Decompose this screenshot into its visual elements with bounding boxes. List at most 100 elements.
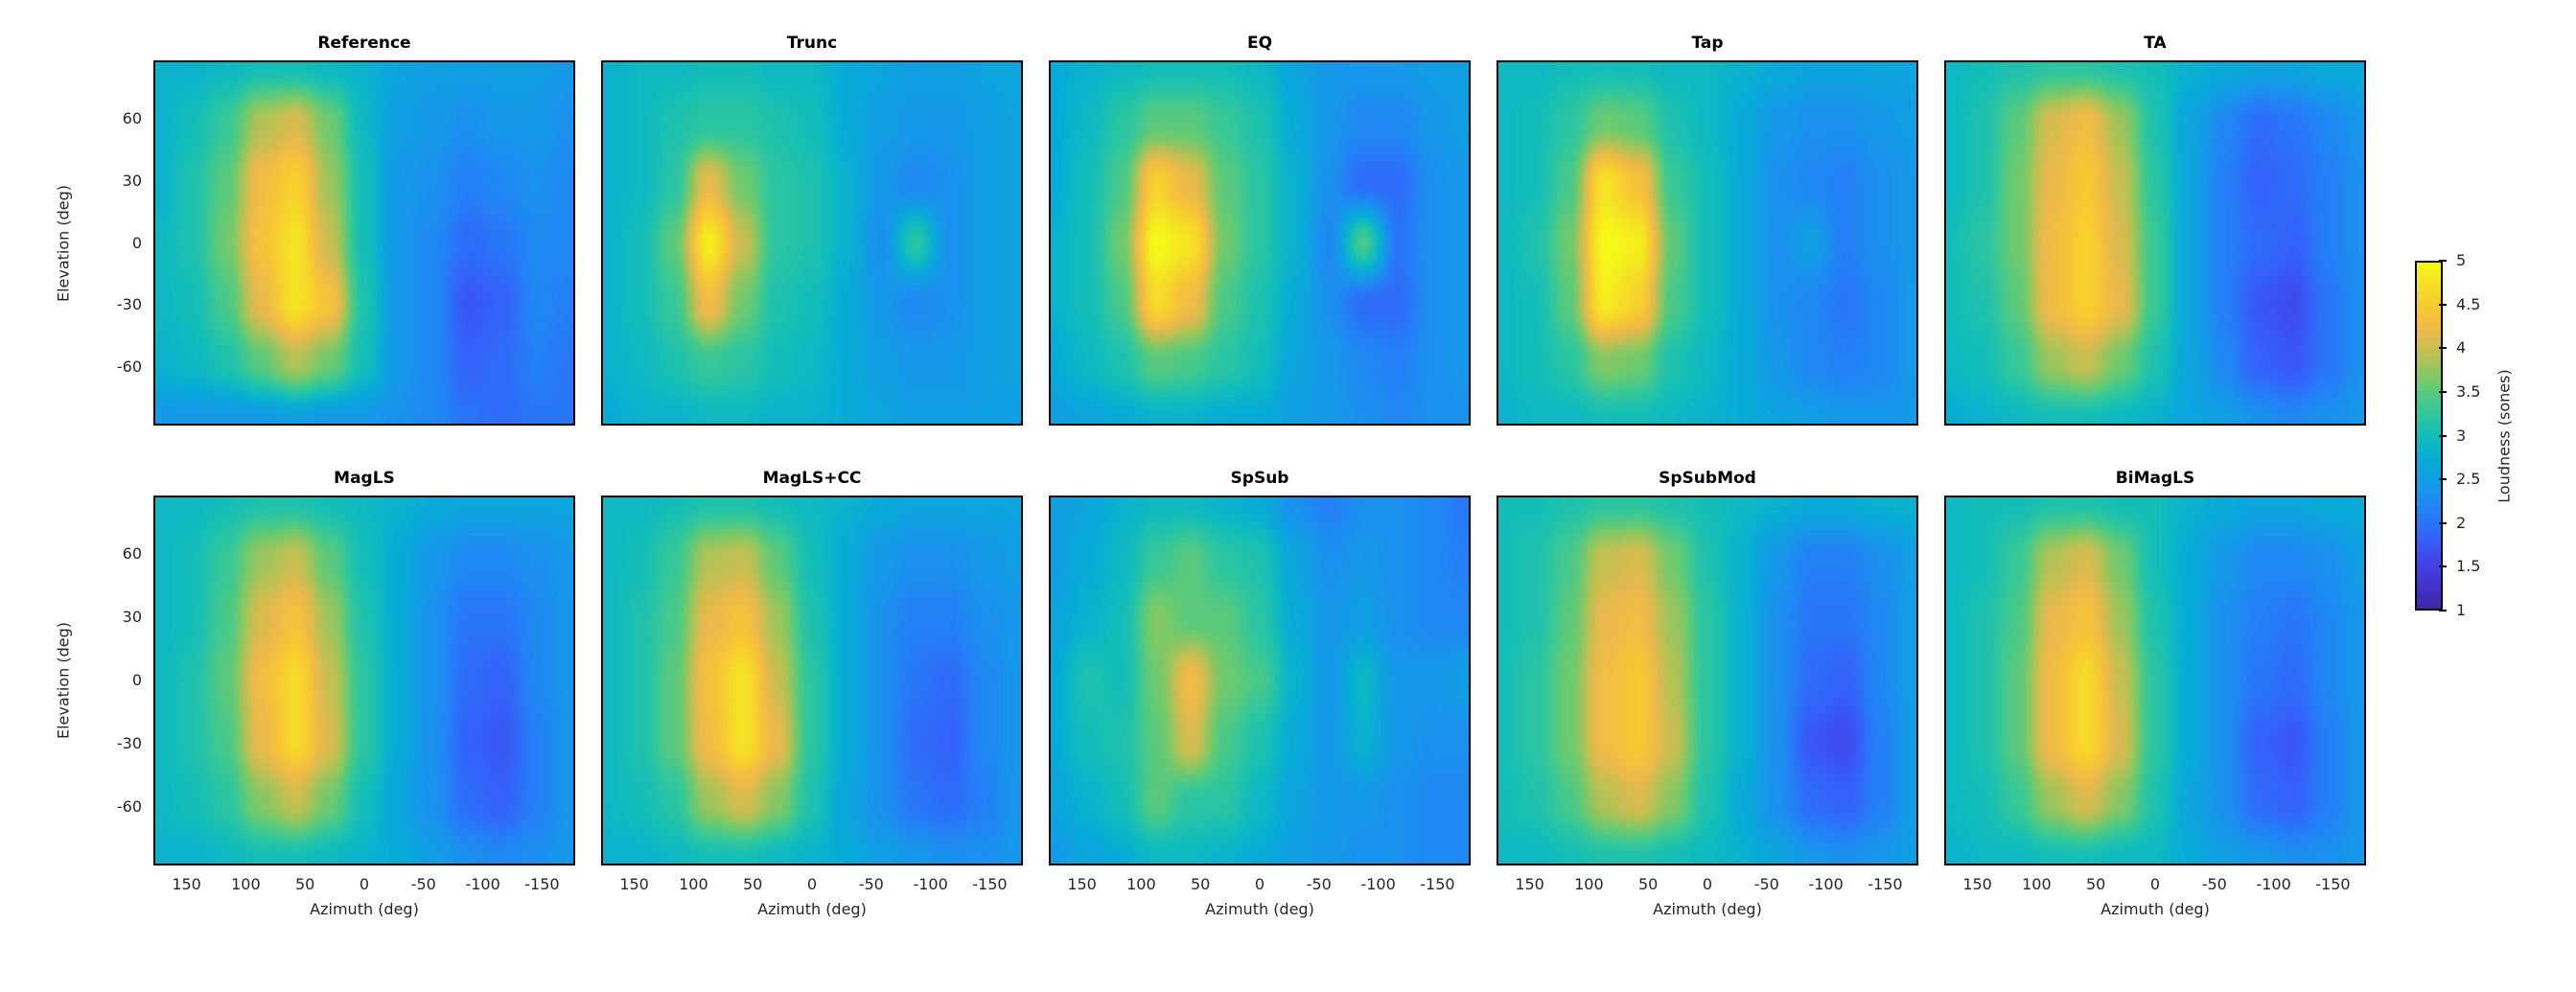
x-tick-label: -150 xyxy=(972,875,1008,893)
y-tick-label: 30 xyxy=(122,171,142,190)
y-axis-label: Elevation (deg) xyxy=(54,621,73,740)
plot-area-magls xyxy=(153,496,575,865)
colorbar-tick-label: 4 xyxy=(2456,338,2467,358)
x-axis-label: Azimuth (deg) xyxy=(2100,900,2210,918)
x-tick-label: 150 xyxy=(172,875,201,893)
subplot-title-tap: Tap xyxy=(1691,34,1724,53)
colorbar-tick-mark xyxy=(2439,260,2447,262)
colorbar-tick-mark xyxy=(2439,478,2447,481)
x-tick-label: 150 xyxy=(619,875,649,893)
x-tick-label: 0 xyxy=(2149,875,2161,893)
y-tick-label: 60 xyxy=(122,544,142,564)
plot-area-bimagls xyxy=(1944,496,2366,865)
x-tick-label: -50 xyxy=(1306,875,1332,893)
colorbar-tick-mark xyxy=(2439,521,2447,524)
heatmap-canvas-ta xyxy=(1946,62,2364,424)
x-tick-label: 100 xyxy=(679,875,708,893)
x-tick-label: -150 xyxy=(2315,875,2351,893)
x-tick-label: 150 xyxy=(1962,875,1992,893)
x-tick-label: -50 xyxy=(410,875,436,893)
x-tick-label: -150 xyxy=(1868,875,1903,893)
x-tick-label: -150 xyxy=(524,875,560,893)
colorbar-tick-label: 3.5 xyxy=(2456,381,2481,401)
colorbar-tick-mark xyxy=(2439,303,2447,306)
subplot-title-magls-cc: MagLS+CC xyxy=(762,469,862,488)
x-tick-label: 100 xyxy=(231,875,261,893)
subplot-title-magls: MagLS xyxy=(334,469,395,488)
x-tick-label: 100 xyxy=(1126,875,1156,893)
x-tick-label: 50 xyxy=(743,875,763,893)
plot-area-ta xyxy=(1944,60,2366,426)
heatmap-canvas-eq xyxy=(1051,62,1469,424)
x-tick-label: -50 xyxy=(1753,875,1779,893)
plot-area-trunc xyxy=(601,60,1023,426)
colorbar-tick-label: 5 xyxy=(2456,251,2467,269)
plot-area-magls-cc xyxy=(601,496,1023,865)
x-tick-label: 0 xyxy=(806,875,818,893)
x-tick-label: -100 xyxy=(465,875,500,893)
subplot-title-bimagls: BiMagLS xyxy=(2115,469,2195,488)
plot-area-spsub xyxy=(1049,496,1471,865)
colorbar-tick-mark xyxy=(2439,565,2447,568)
x-tick-label: 150 xyxy=(1067,875,1097,893)
y-tick-label: 0 xyxy=(131,233,142,252)
colorbar-tick-label: 1.5 xyxy=(2456,557,2481,576)
y-axis-label: Elevation (deg) xyxy=(54,184,73,302)
x-tick-label: -100 xyxy=(2256,875,2291,893)
x-tick-label: -150 xyxy=(1420,875,1455,893)
x-tick-label: 50 xyxy=(2086,875,2106,893)
colorbar-tick-mark xyxy=(2439,434,2447,437)
y-tick-label: -60 xyxy=(116,358,142,377)
x-axis-label: Azimuth (deg) xyxy=(1653,900,1762,918)
subplot-title-eq: EQ xyxy=(1246,34,1273,53)
colorbar-tick-mark xyxy=(2439,390,2447,393)
subplot-title-spsubmod: SpSubMod xyxy=(1659,469,1756,488)
heatmap-canvas-magls-cc xyxy=(603,497,1021,864)
colorbar-label: Loudness (sones) xyxy=(2495,368,2514,503)
x-tick-label: 50 xyxy=(295,875,315,893)
y-tick-label: 0 xyxy=(131,671,142,689)
x-tick-label: 0 xyxy=(1702,875,1713,893)
colorbar-gradient xyxy=(2417,263,2441,609)
x-tick-label: 0 xyxy=(359,875,370,893)
plot-area-spsubmod xyxy=(1497,496,1918,865)
x-tick-label: 150 xyxy=(1515,875,1544,893)
y-tick-label: 60 xyxy=(122,108,142,127)
x-tick-label: -50 xyxy=(2201,875,2227,893)
x-axis-label: Azimuth (deg) xyxy=(1205,900,1314,918)
plot-area-eq xyxy=(1049,60,1471,426)
heatmap-canvas-spsubmod xyxy=(1498,497,1916,864)
plot-area-tap xyxy=(1497,60,1918,426)
colorbar-tick-label: 2.5 xyxy=(2456,470,2481,489)
plot-area-reference xyxy=(153,60,575,426)
subplot-title-ta: TA xyxy=(2144,34,2167,53)
heatmap-canvas-spsub xyxy=(1051,497,1469,864)
x-axis-label: Azimuth (deg) xyxy=(757,900,867,918)
y-tick-label: -30 xyxy=(116,733,142,752)
colorbar-tick-label: 1 xyxy=(2456,601,2467,619)
heatmap-canvas-bimagls xyxy=(1946,497,2364,864)
colorbar-tick-label: 3 xyxy=(2456,426,2467,445)
y-tick-label: -60 xyxy=(116,796,142,816)
subplot-title-spsub: SpSub xyxy=(1230,469,1289,488)
x-tick-label: -50 xyxy=(858,875,884,893)
colorbar-tick-label: 2 xyxy=(2456,513,2467,532)
x-tick-label: 50 xyxy=(1638,875,1659,893)
heatmap-canvas-magls xyxy=(155,497,573,864)
colorbar-tick-mark xyxy=(2439,347,2447,350)
x-tick-label: 0 xyxy=(1254,875,1265,893)
x-tick-label: 50 xyxy=(1191,875,1211,893)
x-tick-label: -100 xyxy=(1808,875,1844,893)
y-tick-label: 30 xyxy=(122,608,142,627)
subplot-title-trunc: Trunc xyxy=(786,34,838,53)
subplot-title-reference: Reference xyxy=(317,34,411,53)
heatmap-canvas-trunc xyxy=(603,62,1021,424)
x-tick-label: 100 xyxy=(1574,875,1604,893)
x-tick-label: -100 xyxy=(913,875,948,893)
y-tick-label: -30 xyxy=(116,295,142,314)
x-axis-label: Azimuth (deg) xyxy=(310,900,419,918)
colorbar-tick-label: 4.5 xyxy=(2456,294,2481,313)
heatmap-canvas-tap xyxy=(1498,62,1916,424)
x-tick-label: -100 xyxy=(1360,875,1396,893)
